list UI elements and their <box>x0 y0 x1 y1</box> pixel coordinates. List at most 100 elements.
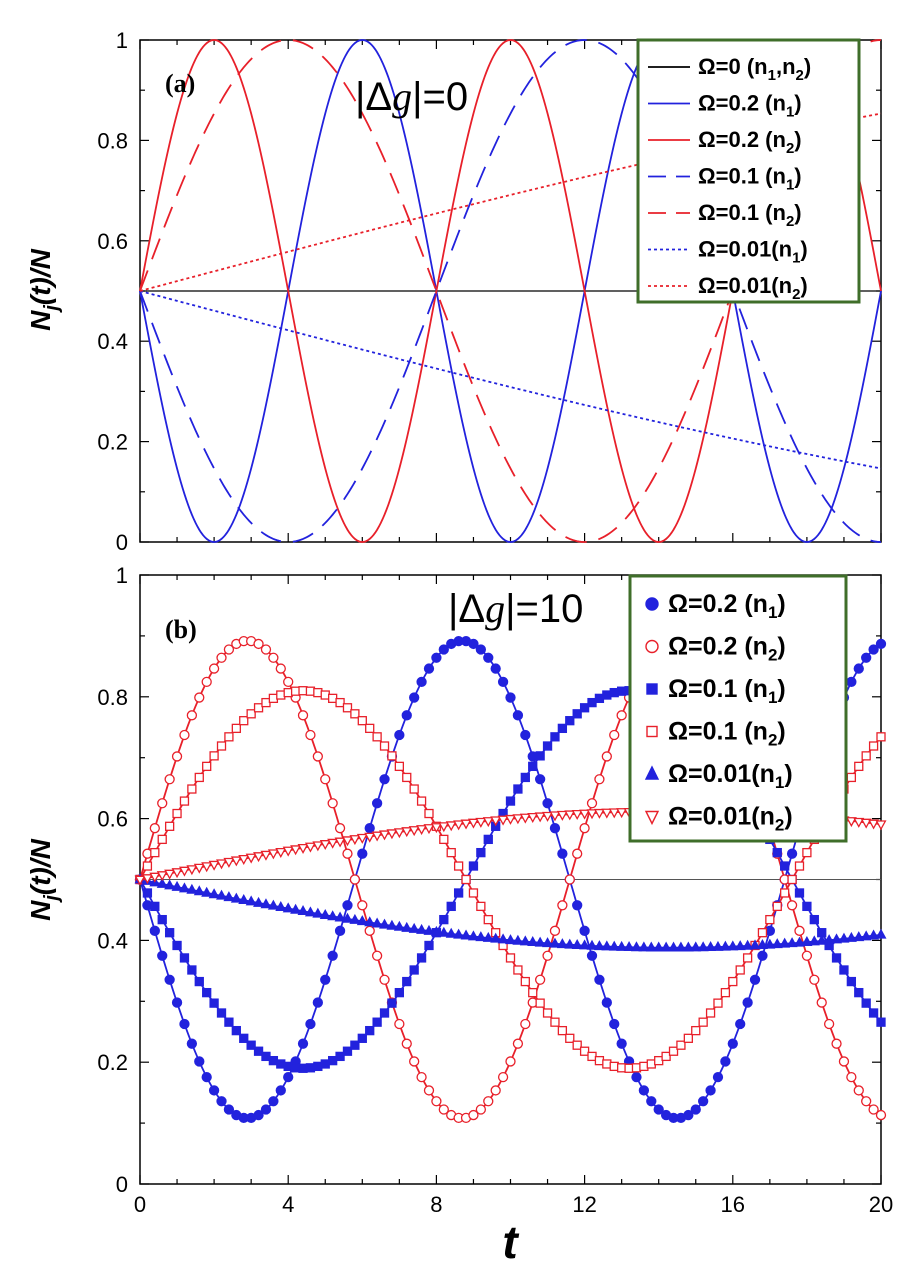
data-point <box>453 820 465 831</box>
data-point <box>305 1018 316 1030</box>
data-point <box>728 976 738 987</box>
panel-b-markers-3 <box>135 686 886 1073</box>
data-point <box>349 913 361 924</box>
data-point <box>853 663 864 674</box>
data-point <box>164 879 176 890</box>
data-point <box>267 899 279 910</box>
data-point <box>676 1040 686 1050</box>
data-point <box>349 835 361 846</box>
data-point <box>202 987 212 998</box>
data-point <box>853 1085 864 1096</box>
data-point <box>808 935 820 946</box>
data-point <box>564 810 576 821</box>
data-point <box>394 987 405 998</box>
data-point <box>809 974 820 985</box>
data-point <box>527 812 539 823</box>
data-point <box>854 761 864 772</box>
data-point <box>616 940 628 951</box>
data-point <box>854 987 864 998</box>
legend-entry: Ω=0.2 (n2) <box>648 127 802 157</box>
data-point <box>542 1008 553 1018</box>
data-point <box>861 751 871 761</box>
legend-entry: Ω=0 (n1,n2) <box>648 54 811 84</box>
data-point <box>408 922 420 933</box>
y-tick-label: 0.6 <box>97 807 128 832</box>
data-point <box>164 774 175 785</box>
data-point <box>512 710 524 721</box>
data-point <box>838 1056 850 1067</box>
data-point <box>223 644 235 655</box>
data-point <box>156 877 168 888</box>
data-point <box>342 1046 353 1056</box>
data-point <box>402 976 412 987</box>
data-point <box>528 761 538 772</box>
data-point <box>668 941 680 952</box>
data-point <box>787 874 797 885</box>
data-point <box>550 1017 560 1027</box>
data-point <box>557 1025 568 1036</box>
data-point <box>861 652 872 663</box>
y-label-rest: (t)/N <box>25 248 56 305</box>
data-point <box>319 908 331 919</box>
data-point <box>453 928 465 939</box>
data-point <box>875 1109 887 1121</box>
data-point <box>149 925 160 936</box>
data-point <box>534 974 546 985</box>
data-point <box>460 929 472 940</box>
data-point <box>194 772 204 783</box>
data-point <box>698 1017 708 1027</box>
data-point <box>171 880 183 891</box>
data-point <box>653 1104 664 1115</box>
legend-label: Ω=0.01(n1) <box>698 237 808 267</box>
data-point <box>387 998 397 1008</box>
y-tick-label: 0.4 <box>97 329 128 354</box>
data-point <box>231 723 241 734</box>
data-point <box>283 1071 294 1083</box>
data-point <box>572 900 583 911</box>
data-point <box>401 921 413 932</box>
data-point <box>216 652 227 663</box>
data-point <box>713 998 723 1008</box>
legend-marker <box>644 810 660 826</box>
data-point <box>438 926 450 937</box>
data-point <box>423 924 435 935</box>
data-point <box>801 936 813 947</box>
data-point <box>779 937 791 948</box>
data-point <box>372 1017 382 1027</box>
data-point <box>571 939 583 950</box>
data-point <box>616 808 628 819</box>
data-point <box>260 1104 272 1115</box>
legend-label: Ω=0.1 (n1) <box>698 164 802 194</box>
legend-label: Ω=0.1 (n1) <box>668 675 786 707</box>
panel-a-series-line-3 <box>139 39 882 543</box>
y-label-rest: (t)/N <box>25 838 56 895</box>
data-point <box>846 676 857 688</box>
data-point <box>394 761 405 772</box>
legend-label: Ω=0.1 (n2) <box>668 718 786 750</box>
data-point <box>497 815 509 826</box>
data-point <box>156 871 168 882</box>
data-point <box>780 861 790 871</box>
data-point <box>794 925 805 936</box>
data-point <box>668 1046 679 1056</box>
data-point <box>379 741 390 751</box>
data-point <box>372 732 382 742</box>
data-point <box>439 834 449 845</box>
data-point <box>223 891 235 902</box>
data-point <box>630 941 642 952</box>
data-point <box>601 751 612 762</box>
data-point <box>194 976 204 987</box>
data-point <box>542 741 553 751</box>
data-point <box>268 652 279 663</box>
data-point <box>831 953 842 963</box>
data-point <box>520 729 531 741</box>
data-point <box>683 1033 693 1043</box>
data-point <box>853 817 865 828</box>
data-point <box>490 663 501 674</box>
data-point <box>571 809 583 820</box>
data-point <box>342 848 353 859</box>
data-point <box>341 836 353 847</box>
data-point <box>742 997 753 1008</box>
data-point <box>868 644 879 655</box>
y-label-sub: j <box>41 895 63 904</box>
